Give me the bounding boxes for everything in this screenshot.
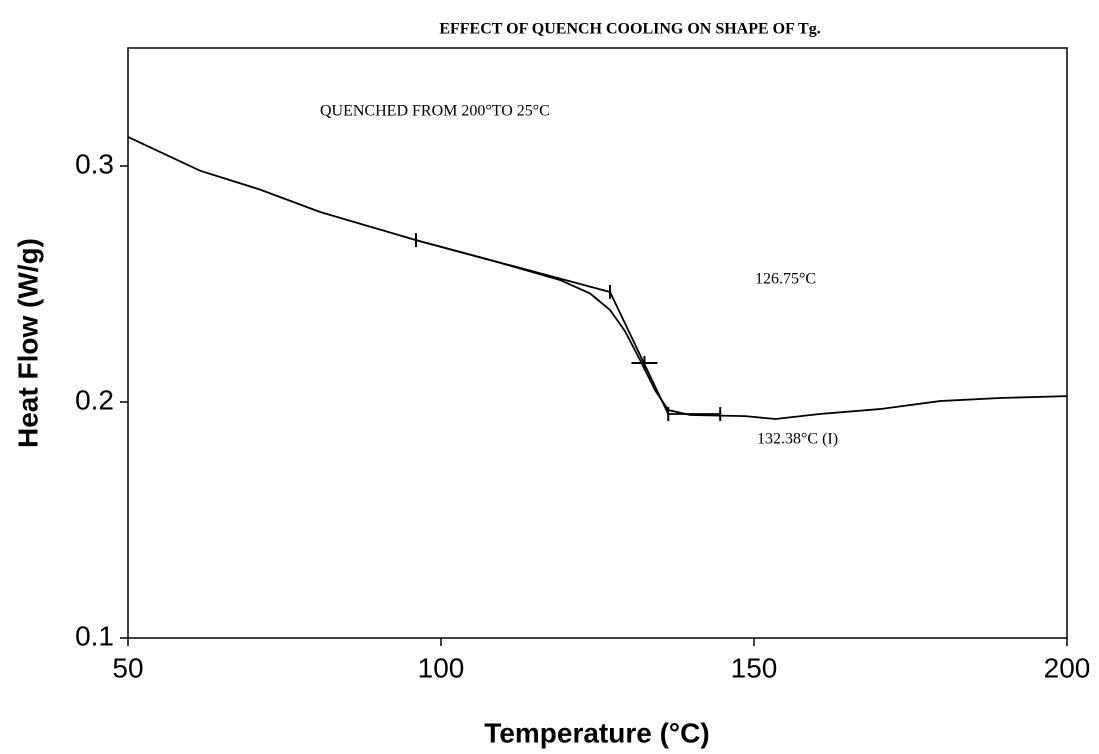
plot-frame bbox=[127, 47, 1068, 639]
y-tick-label: 0.1 bbox=[75, 620, 114, 651]
y-tick-label: 0.3 bbox=[75, 148, 114, 179]
x-axis-title: Temperature (°C) bbox=[484, 717, 709, 748]
y-tick-label: 0.2 bbox=[75, 384, 114, 415]
x-tick-label: 150 bbox=[731, 652, 778, 683]
data-line bbox=[127, 136, 1068, 420]
x-tick-label: 200 bbox=[1044, 652, 1091, 683]
y-axis-title: Heat Flow (W/g) bbox=[12, 238, 43, 448]
x-tick-label: 100 bbox=[418, 652, 465, 683]
tangent-line bbox=[415, 239, 611, 293]
tangent-line bbox=[609, 291, 670, 415]
x-tick-label: 50 bbox=[112, 652, 143, 683]
annotation: QUENCHED FROM 200°TO 25°C bbox=[320, 103, 550, 120]
annotation: 132.38°C (I) bbox=[757, 431, 838, 448]
marker bbox=[631, 356, 658, 371]
chart-title: EFFECT OF QUENCH COOLING ON SHAPE OF Tg. bbox=[439, 21, 820, 38]
annotation: 126.75°C bbox=[755, 271, 816, 288]
